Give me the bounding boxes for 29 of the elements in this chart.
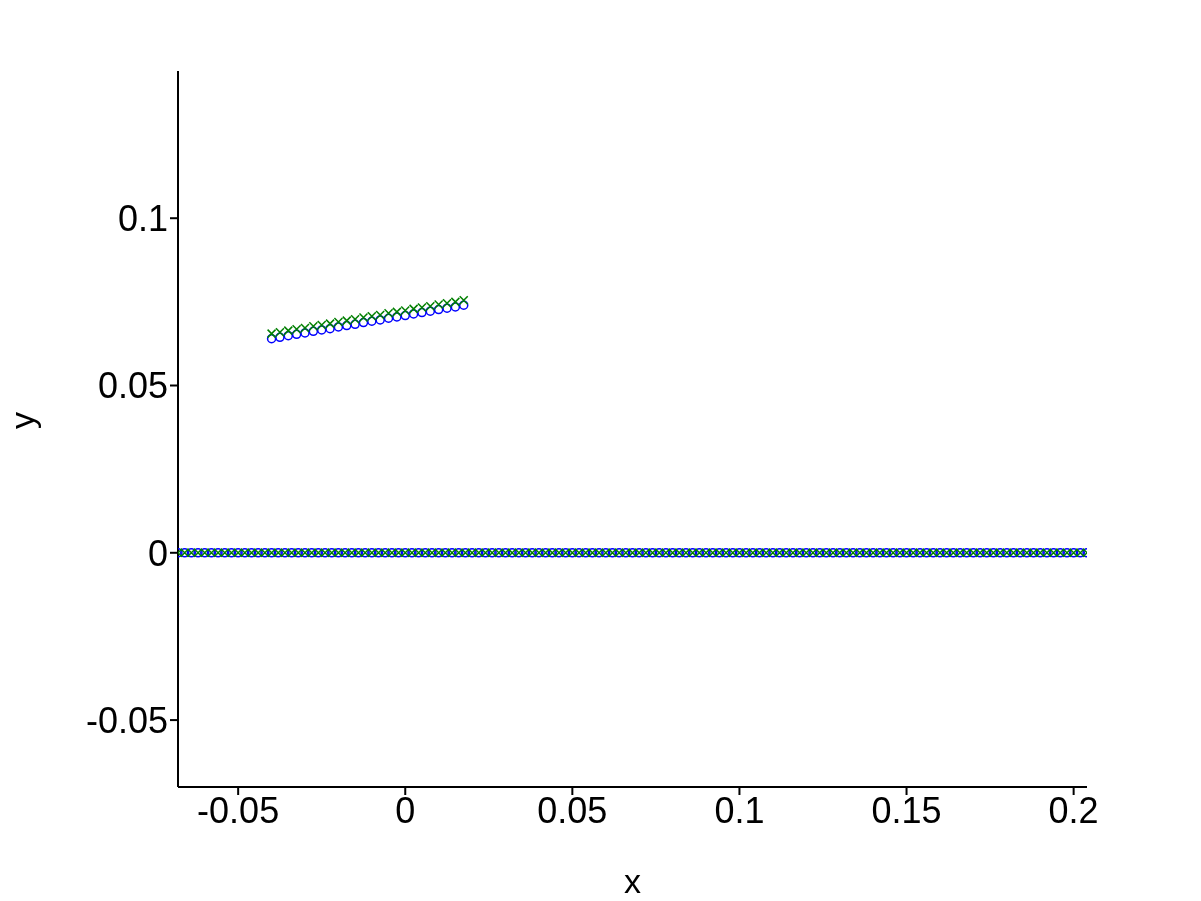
point: [283, 330, 294, 341]
point: [291, 329, 302, 340]
y-tick-label: 0: [147, 532, 168, 574]
point: [375, 315, 385, 325]
point: [392, 312, 402, 322]
point: [350, 319, 360, 330]
point: [425, 306, 436, 316]
point: [266, 333, 277, 344]
y-tick-label: -0.05: [85, 699, 168, 741]
point: [367, 316, 377, 327]
x-tick-label: 0.15: [871, 789, 942, 831]
point: [408, 309, 419, 319]
y-axis-title: y: [3, 412, 42, 429]
y-tick-label: 0.05: [97, 365, 168, 407]
x-tick-label: 0: [395, 789, 416, 831]
y-tick-label: 0.1: [117, 197, 168, 239]
point: [316, 325, 327, 335]
x-tick-label: 0.2: [1048, 789, 1099, 831]
point: [450, 302, 461, 312]
point: [333, 322, 344, 332]
x-tick-label: 0.05: [537, 789, 608, 831]
point: [308, 326, 319, 337]
x-axis-title: x: [624, 862, 641, 900]
point: [275, 332, 285, 343]
point: [417, 307, 427, 318]
x-tick-label: -0.05: [197, 789, 280, 831]
point: [442, 303, 452, 313]
point: [458, 300, 469, 310]
x-tick-label: 0.1: [714, 789, 765, 831]
